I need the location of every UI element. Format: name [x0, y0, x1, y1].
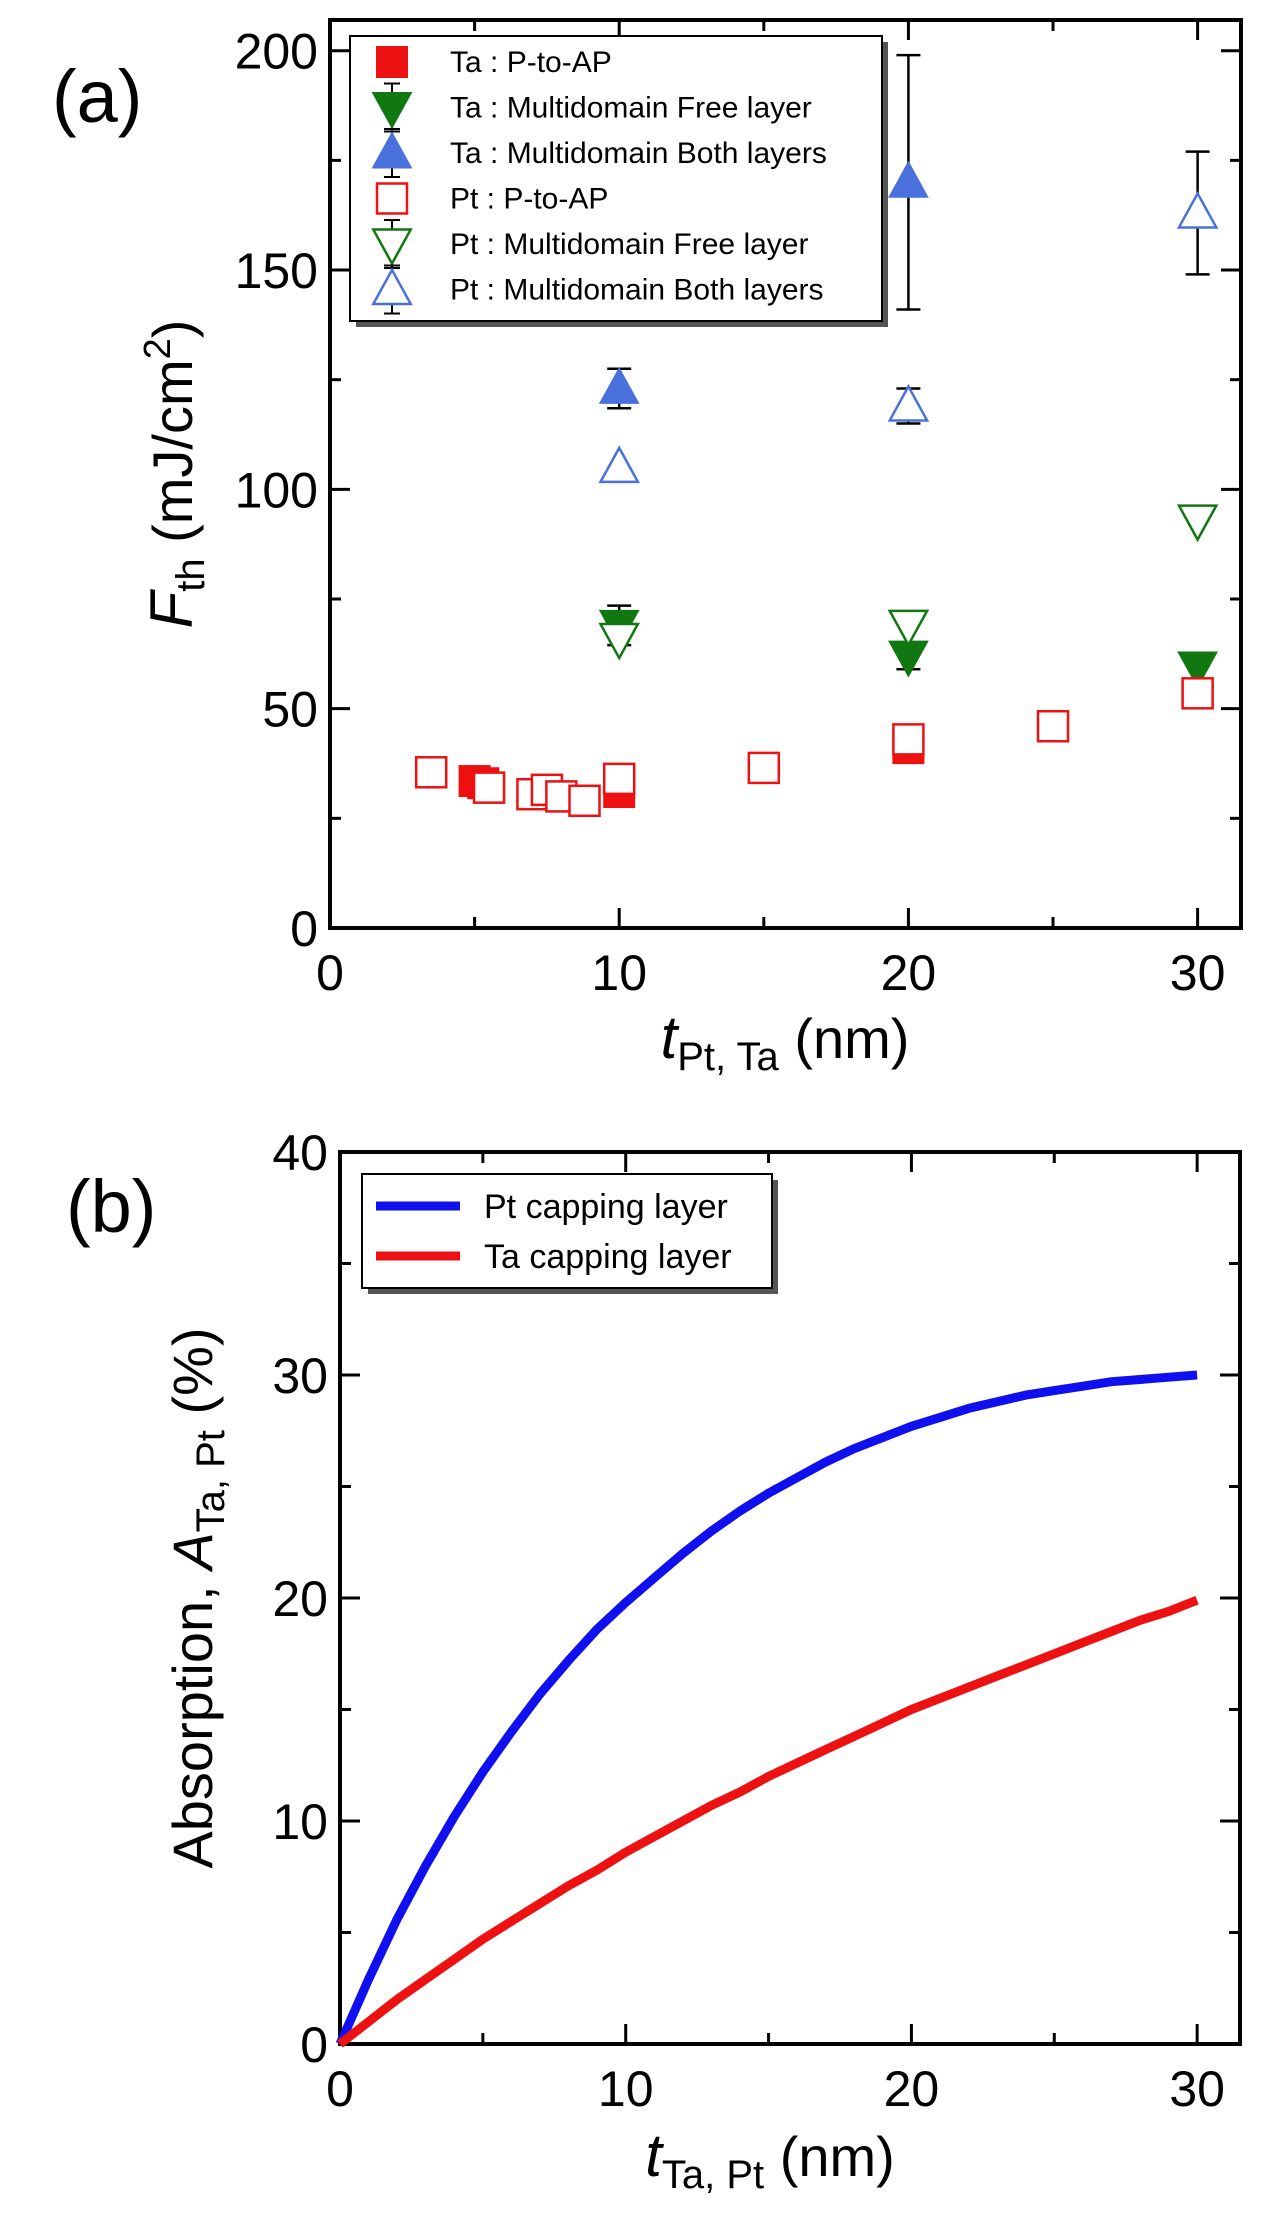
panel-a-label: (a) [52, 55, 142, 138]
marker-pt-multidomain-free-layer [598, 622, 641, 661]
panel-a-legend: Ta : P-to-AP Ta : Multidomain Free layer T… [349, 35, 888, 327]
panel-b-series-lines [335, 1370, 1199, 2048]
panel-b-x-tick-label: 30 [1169, 2061, 1225, 2117]
panel-a-scatter-chart: (a) 0 10 20 30 0 50 100 150 200 tPt, Ta (nm) Fth… [52, 18, 1243, 1079]
panel-a-y-tick-label: 50 [262, 682, 318, 738]
panel-a-ticks [328, 20, 1241, 930]
marker-pt-p-to-ap [414, 756, 448, 789]
panel-b-x-tick-label: 20 [884, 2061, 940, 2117]
panel-b-y-tick-label: 0 [300, 2017, 328, 2073]
legend-label-pt-p-to-ap: Pt : P-to-AP [450, 183, 608, 216]
marker-pt-p-to-ap [1036, 709, 1070, 743]
legend-label-pt-multidomain-free-layer: Pt : Multidomain Free layer [450, 228, 808, 261]
marker-ta-multidomain-both-layers [888, 160, 929, 198]
panel-b-y-tick-label: 40 [272, 1125, 328, 1181]
panel-b-y-tick-label: 20 [272, 1571, 328, 1627]
panel-a-markers [414, 160, 1219, 818]
legend-label-pt-capping-layer: Pt capping layer [484, 1188, 728, 1226]
panel-a-legend-box [349, 35, 883, 322]
marker-pt-multidomain-both-layers [887, 383, 930, 422]
panel-b-y-axis-title: Absorption, ATa, Pt (%) [161, 1327, 233, 1868]
panel-b-y-tick-label: 10 [272, 1794, 328, 1850]
marker-pt-p-to-ap [1181, 677, 1214, 710]
line-ta-capping-layer [337, 1596, 1199, 2048]
panel-b-label: (b) [66, 1165, 156, 1248]
panel-a-x-tick-label: 0 [316, 945, 344, 1001]
panel-a-x-tick-label: 30 [1170, 945, 1226, 1001]
legend-marker-ta-multidomain-free-layer [371, 92, 413, 130]
panel-a-plot-frame [328, 18, 1243, 930]
panel-b-x-axis-title: tTa, Pt (nm) [645, 2122, 895, 2197]
panel-a-tick-labels: 0 10 20 30 0 50 100 150 200 [235, 24, 1226, 1001]
panel-a-y-tick-label: 100 [235, 462, 318, 518]
marker-pt-multidomain-free-layer [887, 609, 930, 648]
legend-label-ta-multidomain-both-layers: Ta : Multidomain Both layers [450, 137, 827, 170]
marker-pt-p-to-ap [892, 723, 925, 756]
legend-marker-pt-multidomain-free-layer [371, 228, 413, 267]
panel-a-x-tick-label: 20 [881, 945, 937, 1001]
panel-b-legend-box [361, 1173, 773, 1289]
line-pt-capping-layer [335, 1370, 1198, 2046]
marker-ta-multidomain-free-layer [1177, 651, 1219, 689]
panel-b-x-tick-label: 0 [326, 2061, 354, 2117]
panel-a-y-axis-title: Fth (mJ/cm2) [137, 320, 213, 629]
panel-a-x-tick-label: 10 [591, 945, 647, 1001]
legend-label-pt-multidomain-both-layers: Pt : Multidomain Both layers [450, 274, 824, 307]
legend-marker-pt-multidomain-both-layers [371, 267, 413, 306]
legend-label-ta-p-to-ap: Ta : P-to-AP [450, 46, 612, 79]
marker-pt-multidomain-free-layer [1176, 504, 1219, 543]
marker-pt-multidomain-both-layers [598, 445, 641, 484]
marker-pt-p-to-ap [747, 751, 781, 785]
marker-pt-multidomain-both-layers [1176, 190, 1219, 229]
legend-label-ta-capping-layer: Ta capping layer [484, 1238, 732, 1276]
panel-b-x-tick-label: 10 [598, 2061, 654, 2117]
panel-b-legend: Pt capping layer Ta capping layer [361, 1173, 778, 1294]
marker-pt-p-to-ap [472, 771, 506, 804]
legend-marker-pt-p-to-ap [375, 182, 409, 215]
marker-pt-p-to-ap [602, 762, 636, 796]
legend-label-ta-multidomain-free-layer: Ta : Multidomain Free layer [450, 92, 812, 125]
panel-b-y-tick-label: 30 [272, 1348, 328, 1404]
panel-b-ticks [338, 1150, 1240, 2046]
panel-a-y-tick-label: 200 [235, 24, 318, 80]
legend-marker-ta-p-to-ap [376, 46, 408, 78]
panel-b-tick-labels: 0 10 20 30 0 10 20 30 40 [272, 1125, 1225, 2117]
legend-marker-ta-multidomain-both-layers [371, 131, 413, 169]
marker-pt-p-to-ap [568, 784, 601, 818]
panel-a-y-tick-label: 0 [290, 901, 318, 957]
panel-a-y-tick-label: 150 [235, 243, 318, 299]
panel-b-line-chart: (b) 0 10 20 30 0 10 20 30 40 tTa, Pt (nm) Absorp… [66, 1125, 1242, 2197]
marker-ta-multidomain-both-layers [598, 366, 640, 404]
panel-a-x-axis-title: tPt, Ta (nm) [661, 1004, 910, 1079]
